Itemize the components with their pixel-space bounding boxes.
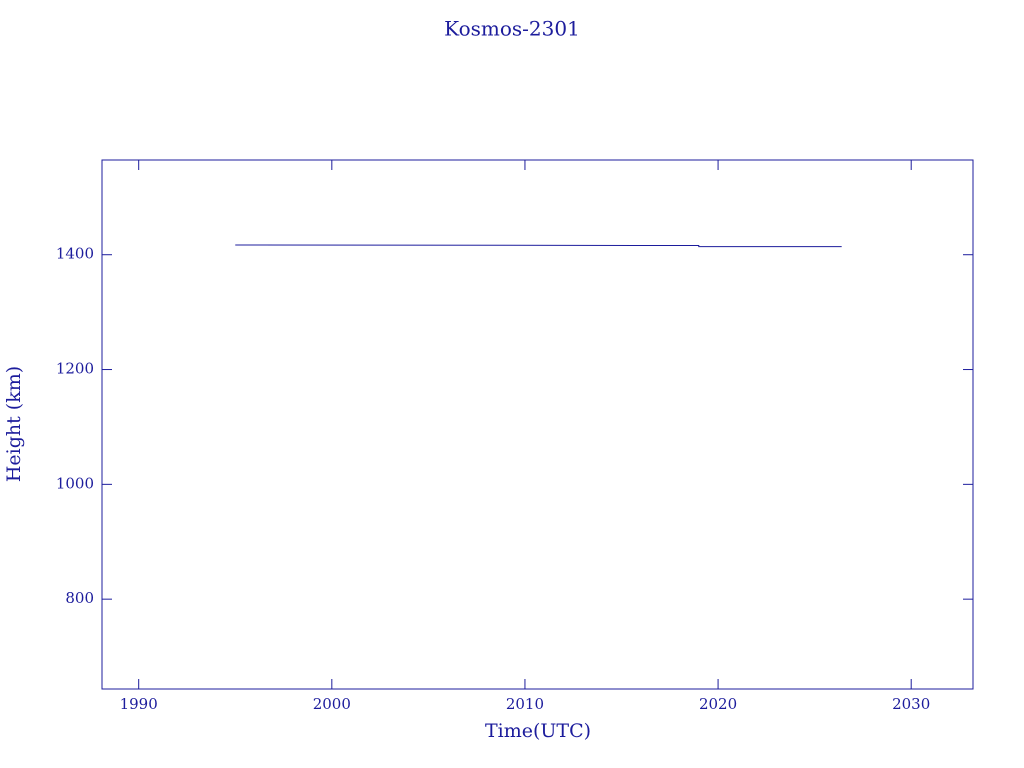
data-line	[235, 244, 842, 248]
x-tick-label: 1990	[120, 695, 158, 713]
x-tick-label: 2000	[313, 695, 351, 713]
plot-frame	[101, 159, 974, 690]
x-axis-label: Time(UTC)	[485, 720, 591, 742]
x-tick-label: 2020	[699, 695, 737, 713]
y-axis-label: Height (km)	[3, 366, 25, 482]
y-tick-label: 1400	[56, 245, 94, 263]
x-tick-label: 2030	[892, 695, 930, 713]
y-tick-label: 1000	[56, 474, 94, 492]
x-tick-label: 2010	[506, 695, 544, 713]
chart-title: Kosmos-2301	[444, 17, 580, 41]
y-tick-label: 1200	[56, 360, 94, 378]
y-tick-label: 800	[65, 589, 94, 607]
